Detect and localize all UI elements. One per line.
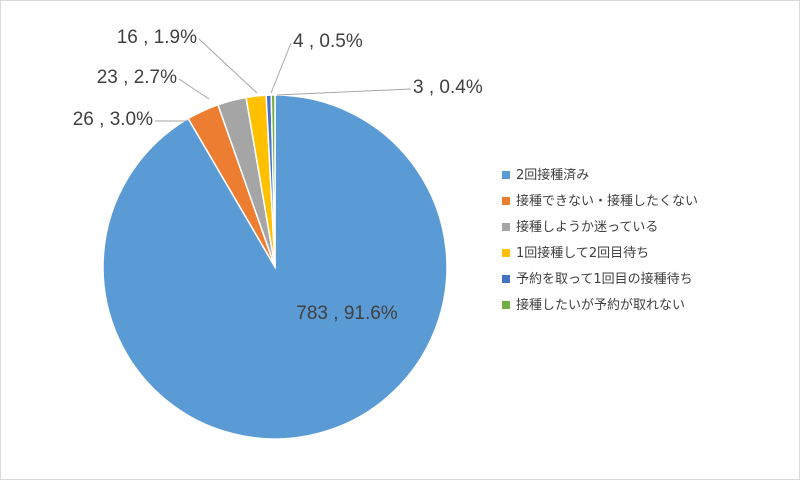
legend-swatch-4 bbox=[502, 249, 510, 257]
data-label-4: 16 , 1.9% bbox=[117, 27, 197, 48]
legend-swatch-5 bbox=[502, 275, 510, 283]
pie-slice-6 bbox=[270, 94, 276, 268]
legend-entry-5: 予約を取って1回目の接種待ち bbox=[516, 271, 693, 287]
data-label-6: 3 , 0.4% bbox=[413, 77, 483, 98]
data-label-5: 4 , 0.5% bbox=[293, 31, 363, 52]
leader-line-5 bbox=[270, 42, 292, 94]
legend-entry-4: 1回接種して2回目待ち bbox=[516, 245, 649, 261]
legend-swatch-3 bbox=[502, 223, 510, 231]
data-label-3: 23 , 2.7% bbox=[97, 67, 177, 88]
legend-entry-3: 接種しようか迷っている bbox=[516, 219, 658, 235]
leader-line-6 bbox=[276, 88, 412, 96]
legend-entry-6: 接種したいが予約が取れない bbox=[516, 297, 685, 313]
leader-line-3 bbox=[178, 78, 210, 100]
leader-line-4 bbox=[198, 38, 258, 94]
legend-entry-1: 2回接種済み bbox=[516, 167, 589, 183]
legend-swatch-1 bbox=[502, 171, 510, 179]
legend-swatch-6 bbox=[502, 301, 510, 309]
data-label-2: 26 , 3.0% bbox=[73, 109, 153, 130]
legend-swatch-2 bbox=[502, 197, 510, 205]
legend-entry-2: 接種できない・接種したくない bbox=[516, 193, 698, 209]
data-label-1: 783 , 91.6% bbox=[296, 303, 398, 324]
